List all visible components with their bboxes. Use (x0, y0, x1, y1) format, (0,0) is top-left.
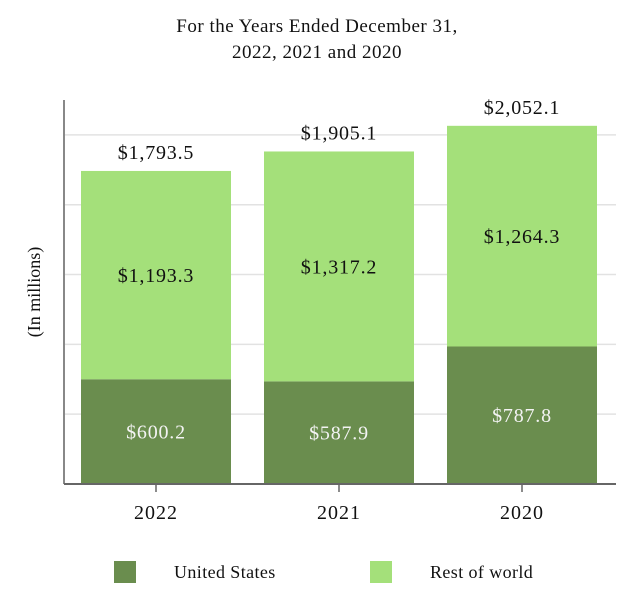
legend-item-rest-of-world: Rest of world (370, 560, 533, 584)
bar-rest-of-world-2022 (81, 170, 231, 380)
x-axis-ticks: 2022 2021 2020 (134, 484, 544, 524)
legend-swatch-rest-of-world (370, 561, 392, 583)
data-label-rest-of-world-2021: $1,317.2 (301, 256, 377, 278)
chart-title: For the Years Ended December 31, 2022, 2… (0, 14, 634, 66)
y-axis-label: (In millions) (24, 247, 45, 338)
data-label-rest-of-world-2020: $1,264.3 (484, 226, 560, 248)
data-label-united-states-2022: $600.2 (126, 422, 186, 444)
chart-title-line-1: For the Years Ended December 31, (176, 16, 458, 37)
bar-united-states-2020 (447, 346, 597, 484)
bar-rest-of-world-2021 (264, 151, 414, 382)
data-label-rest-of-world-2022: $1,193.3 (118, 265, 194, 287)
chart-title-line-2: 2022, 2021 and 2020 (232, 42, 402, 63)
total-label-2021: $1,905.1 (301, 122, 377, 144)
data-label-united-states-2021: $587.9 (309, 423, 369, 445)
bar-rest-of-world-2020 (447, 125, 597, 347)
x-tick-label-2021: 2021 (317, 502, 361, 524)
legend-label-united-states: United States (174, 561, 276, 582)
legend-swatch-united-states (114, 561, 136, 583)
x-tick-label-2022: 2022 (134, 502, 178, 524)
bar-united-states-2022 (81, 379, 231, 484)
legend-label-rest-of-world: Rest of world (430, 561, 534, 582)
data-labels: $600.2 $1,193.3 $1,793.5 $587.9 $1,317.2 $1,9… (118, 97, 560, 445)
x-tick-label-2020: 2020 (500, 502, 544, 524)
total-label-2022: $1,793.5 (118, 142, 194, 164)
total-label-2020: $2,052.1 (484, 97, 560, 119)
legend-item-united-states: United States (114, 560, 276, 584)
bars (81, 125, 597, 484)
data-label-united-states-2020: $787.8 (492, 405, 552, 427)
bar-united-states-2021 (264, 381, 414, 484)
